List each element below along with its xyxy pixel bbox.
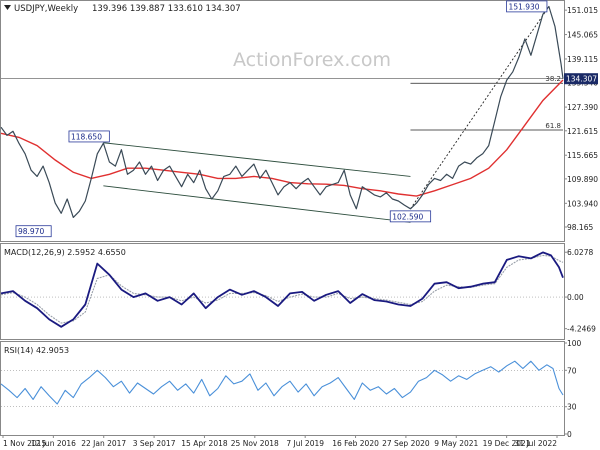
- x-tick-label: 9 May 2021: [434, 439, 478, 448]
- rsi-axis-ticks: 100 70 30 0: [564, 339, 582, 439]
- x-tick-label: 12 Jun 2016: [31, 439, 76, 448]
- macd-line: [0, 251, 564, 328]
- macd-series: [0, 251, 564, 328]
- rsi-line: [0, 360, 564, 405]
- y-tick-label: 6.0278: [567, 248, 593, 257]
- y-tick-label: 127.390: [567, 103, 598, 112]
- macd-signal-line: [0, 254, 564, 324]
- last-price-label: 134.307: [566, 75, 597, 84]
- y-tick-label: 30: [567, 403, 577, 412]
- price-series: [0, 5, 564, 218]
- y-tick-label: 139.115: [567, 55, 598, 64]
- channel-line: [103, 142, 411, 177]
- fib-level-label: 61.8: [545, 122, 561, 130]
- price-line: [0, 5, 564, 218]
- x-tick-label: 22 Jan 2017: [81, 439, 126, 448]
- x-tick-label: 7 Jul 2019: [286, 439, 324, 448]
- symbol-label: USDJPY,Weekly: [14, 4, 78, 14]
- swing-label-box: [389, 210, 432, 223]
- rsi-series: [0, 360, 564, 408]
- macd-title: MACD(12,26,9) 2.5952 4.6550: [4, 248, 126, 257]
- dropdown-triangle-icon[interactable]: [4, 5, 11, 10]
- x-tick-label: 31 Jul 2022: [515, 439, 558, 448]
- channel-line: [103, 185, 411, 223]
- macd-axis-ticks: 6.0278 0.00 -4.2469: [564, 248, 596, 334]
- y-tick-label: 100: [567, 339, 582, 348]
- ohlc-label: 139.396 139.887 133.610 134.307: [92, 4, 241, 14]
- y-tick-label: 145.065: [567, 31, 598, 40]
- swing-label: 151.930: [509, 2, 540, 11]
- x-tick-label: 15 Apr 2018: [181, 439, 228, 448]
- x-tick-label: 3 Sep 2017: [133, 439, 176, 448]
- macd-panel-frame: [0, 243, 565, 340]
- swing-label: 118.650: [71, 132, 102, 141]
- y-tick-label: 0: [567, 430, 572, 439]
- y-tick-label: 98.165: [567, 223, 593, 232]
- swing-label: 98.970: [18, 227, 44, 236]
- y-tick-label: 0.00: [567, 293, 584, 302]
- price-swing-labels: 118.650 98.970 102.590 151.930 134.307: [15, 0, 598, 238]
- rsi-panel-frame: [0, 341, 565, 436]
- swing-label: 102.590: [392, 212, 423, 221]
- fib-level-label: 38.2: [545, 75, 561, 83]
- y-tick-label: 151.015: [567, 6, 598, 15]
- price-panel-frame: [0, 0, 565, 242]
- x-tick-label: 19 Dec 2021: [483, 439, 531, 448]
- y-tick-label: 121.615: [567, 127, 598, 136]
- x-tick-label: 25 Nov 2018: [231, 439, 279, 448]
- rsi-title: RSI(14) 42.9053: [4, 346, 69, 355]
- y-tick-label: 70: [567, 366, 577, 375]
- y-tick-label: -4.2469: [567, 325, 596, 334]
- y-tick-label: 103.940: [567, 199, 598, 208]
- x-tick-label: 1 Nov 2015: [3, 439, 46, 448]
- swing-label-box: [506, 0, 548, 13]
- y-tick-label: 109.890: [567, 175, 598, 184]
- moving-average-line: [0, 79, 564, 197]
- x-tick-label: 27 Sep 2020: [382, 439, 430, 448]
- watermark: ActionForex.com: [233, 49, 391, 71]
- last-price-box: [564, 73, 598, 85]
- swing-label-box: [68, 130, 110, 143]
- y-tick-label: 115.665: [567, 151, 598, 160]
- x-tick-label: 16 Feb 2020: [332, 439, 379, 448]
- price-axis-ticks: 98.165 103.940 109.890 115.665 121.615 127.39…: [564, 6, 598, 232]
- swing-label-box: [15, 225, 52, 238]
